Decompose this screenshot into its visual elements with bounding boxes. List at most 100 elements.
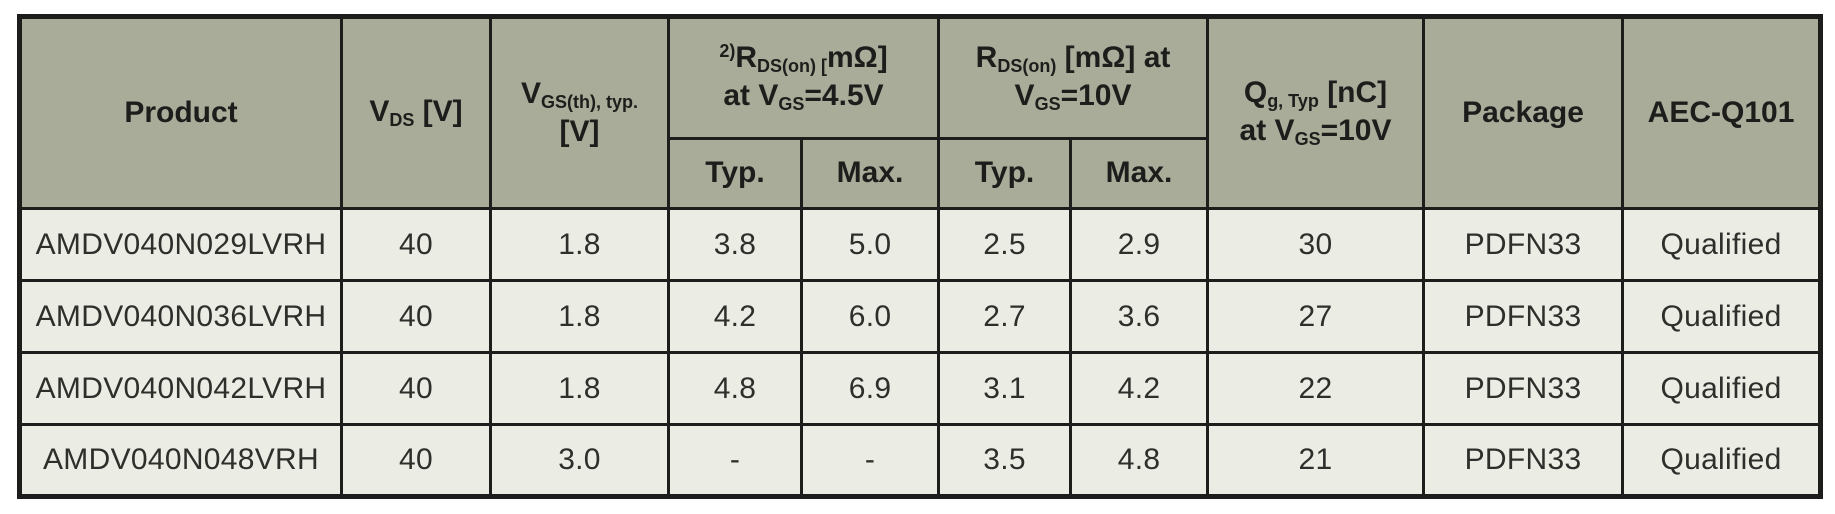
header-aec-label: AEC-Q101 [1647,95,1795,129]
header-product-label: Product [124,95,238,129]
header-rds45-typ: Typ. [667,137,803,210]
vds-base: V [369,95,390,128]
cell-qg: 22 [1206,351,1426,426]
cell-rds10-typ: 3.1 [937,351,1073,426]
typ-label: Typ. [705,156,765,190]
header-product: Product [18,15,343,210]
vgsth-line2: [V] [498,114,661,151]
cell-vds: 40 [340,207,492,282]
cell-rds45-max: 6.9 [799,351,941,426]
vgsth-sub: GS(th), typ. [541,91,638,112]
rds10-base: R [975,41,998,75]
cell-vgsth: 1.8 [489,351,670,426]
cell-qg: 27 [1206,279,1426,354]
cell-rds10-typ: 2.5 [937,207,1073,282]
table-row: AMDV040N036LVRH 40 1.8 4.2 6.0 2.7 3.6 2… [18,279,1823,354]
vgsth-unit: [V] [559,114,600,148]
cell-vds: 40 [340,279,492,354]
qg-cond-val: =10V [1320,114,1392,147]
cell-rds45-typ: - [667,423,803,498]
rds45-unit: mΩ] [826,41,888,75]
cell-package: PDFN33 [1422,207,1625,282]
cell-rds10-max: 2.9 [1069,207,1210,282]
cell-product: AMDV040N048VRH [18,423,343,498]
header-row-sub: Typ. Max. Typ. Max. [20,137,1821,210]
header-rds10-max: Max. [1069,137,1210,210]
rds45-cond-val: =4.5V [804,79,884,112]
rds10-unit: [mΩ] at [1056,41,1171,75]
rds10-line2: VGS=10V [946,78,1200,116]
header-aec-q101: AEC-Q101 [1621,15,1823,210]
cell-vgsth: 1.8 [489,207,670,282]
rds45-base: R [735,41,757,75]
cell-package: PDFN33 [1422,351,1625,426]
header-qg: Qg, Typ [nC] at VGS=10V [1206,15,1426,210]
cell-aec: Qualified [1621,279,1823,354]
cell-vds: 40 [340,423,492,498]
header-rds45-max: Max. [799,137,941,210]
qg-unit: [nC] [1318,76,1388,110]
vgsth-line1: VGS(th), typ. [498,76,661,114]
product-selection-table: Product VDS [V] VGS(th), typ. [V] 2)RDS(… [17,14,1824,499]
vgsth-base: V [520,76,541,110]
header-rds10-typ: Typ. [937,137,1073,210]
header-row-main: Product VDS [V] VGS(th), typ. [V] 2)RDS(… [18,15,1823,210]
max-label: Max. [1105,156,1173,190]
cell-vgsth: 3.0 [489,423,670,498]
header-rdson-10v-group: RDS(on) [mΩ] at VGS=10V [937,15,1210,140]
cell-package: PDFN33 [1422,279,1625,354]
cell-qg: 30 [1206,207,1426,282]
cell-product: AMDV040N029LVRH [18,207,343,282]
cell-qg: 21 [1206,423,1426,498]
cell-aec: Qualified [1621,423,1823,498]
rds10-cond-pre: V [1014,79,1035,112]
rds45-line1: 2)RDS(on) [mΩ] [676,40,931,78]
header-vds: VDS [V] [340,15,492,210]
table-row: AMDV040N048VRH 40 3.0 - - 3.5 4.8 21 PDF… [18,423,1823,498]
cell-rds45-max: - [799,423,941,498]
cell-rds10-max: 4.2 [1069,351,1210,426]
rds10-cond-val: =10V [1060,79,1132,112]
header-vgsth: VGS(th), typ. [V] [489,15,670,210]
max-label: Max. [836,156,904,190]
qg-line2: at VGS=10V [1215,113,1416,151]
cell-rds45-max: 6.0 [799,279,941,354]
qg-cond-pre: at V [1239,114,1295,147]
cell-aec: Qualified [1621,351,1823,426]
header-package: Package [1422,15,1625,210]
product-selection-table-wrap: Product VDS [V] VGS(th), typ. [V] 2)RDS(… [17,14,1824,499]
header-package-label: Package [1462,95,1584,129]
qg-base: Q [1243,76,1268,110]
rds45-cond-sub: GS [778,94,805,115]
cell-rds45-typ: 4.2 [667,279,803,354]
qg-sub: g, Typ [1267,91,1319,112]
table-row: AMDV040N029LVRH 40 1.8 3.8 5.0 2.5 2.9 3… [18,207,1823,282]
cell-aec: Qualified [1621,207,1823,282]
cell-product: AMDV040N042LVRH [18,351,343,426]
typ-label: Typ. [974,156,1035,190]
cell-rds45-max: 5.0 [799,207,941,282]
table-row: AMDV040N042LVRH 40 1.8 4.8 6.9 3.1 4.2 2… [18,351,1823,426]
cell-rds10-max: 4.8 [1069,423,1210,498]
rds10-sub: DS(on) [997,56,1057,77]
rds10-cond-sub: GS [1034,94,1061,115]
footnote-ref: 2) [719,41,736,62]
cell-package: PDFN33 [1422,423,1625,498]
cell-vgsth: 1.8 [489,279,670,354]
cell-rds45-typ: 3.8 [667,207,803,282]
cell-rds10-typ: 3.5 [937,423,1073,498]
cell-rds10-max: 3.6 [1069,279,1210,354]
cell-product: AMDV040N036LVRH [18,279,343,354]
qg-cond-sub: GS [1294,129,1321,150]
cell-rds45-typ: 4.8 [667,351,803,426]
cell-rds10-typ: 2.7 [937,279,1073,354]
rds45-sub: DS(on) [ [757,56,827,77]
qg-line1: Qg, Typ [nC] [1215,75,1416,113]
rds10-line1: RDS(on) [mΩ] at [946,40,1200,78]
vds-unit: [V] [414,95,463,128]
rds45-cond-pre: at V [723,79,779,112]
rds45-line2: at VGS=4.5V [676,78,931,116]
vds-sub: DS [389,110,415,131]
cell-vds: 40 [340,351,492,426]
header-rdson-4v5-group: 2)RDS(on) [mΩ] at VGS=4.5V [666,15,941,140]
